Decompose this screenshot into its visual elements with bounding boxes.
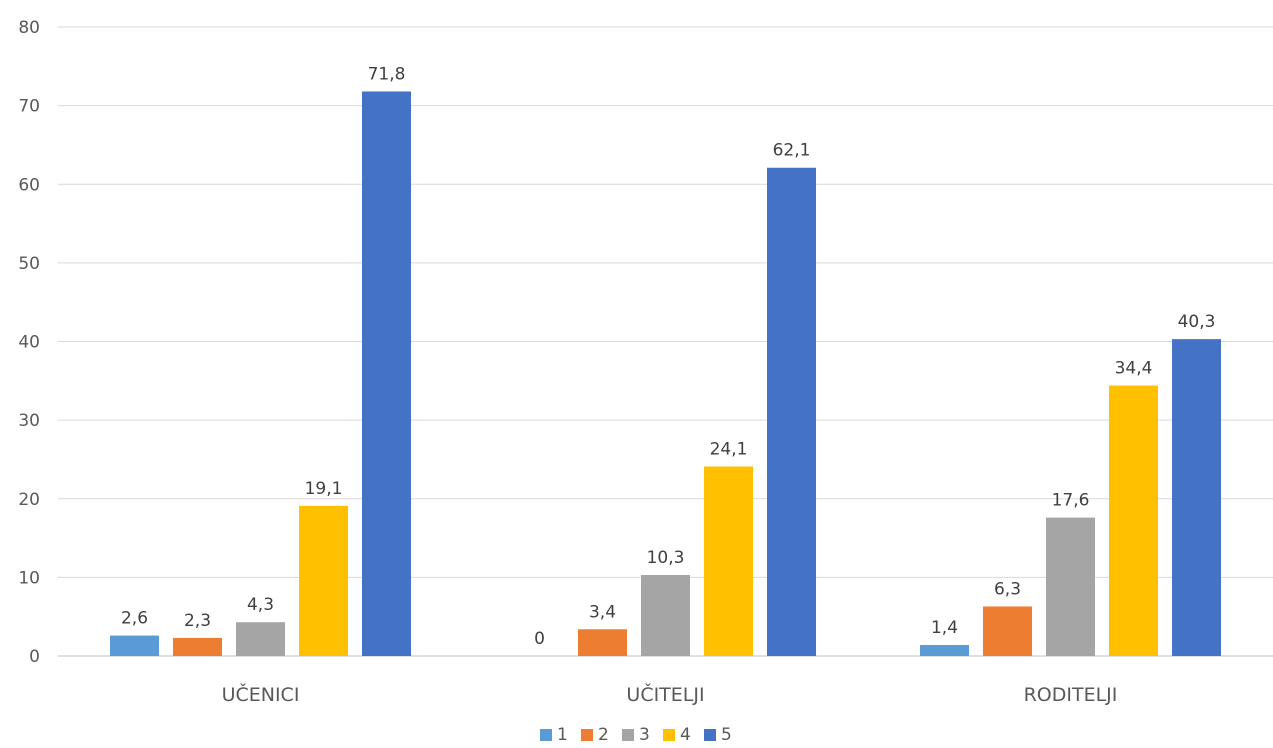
y-tick-label: 60 xyxy=(18,175,40,195)
data-label: 2,6 xyxy=(121,609,148,629)
data-label: 40,3 xyxy=(1178,312,1216,332)
legend-label: 4 xyxy=(680,725,691,745)
bar-1-0 xyxy=(110,635,159,656)
data-label: 6,3 xyxy=(994,579,1021,599)
y-tick-label: 30 xyxy=(18,411,40,431)
bar-4-2 xyxy=(1109,385,1158,656)
data-label: 17,6 xyxy=(1052,491,1090,511)
y-tick-label: 50 xyxy=(18,254,40,274)
data-label: 1,4 xyxy=(931,618,958,638)
data-label: 19,1 xyxy=(305,479,343,499)
category-label: UČITELJI xyxy=(626,682,704,706)
bar-2-2 xyxy=(983,606,1032,656)
legend: 1 2 3 4 5 xyxy=(540,725,732,745)
y-tick-label: 0 xyxy=(29,647,40,667)
bar-2-0 xyxy=(173,637,222,656)
x-axis-categories: UČENICI UČITELJI RODITELJI xyxy=(222,682,1118,706)
gridlines xyxy=(58,26,1273,657)
legend-label: 1 xyxy=(557,725,568,745)
bar-5-1 xyxy=(767,167,816,656)
bar-1-2 xyxy=(920,644,969,656)
legend-item: 1 xyxy=(540,725,568,745)
legend-item: 3 xyxy=(622,725,650,745)
data-label: 2,3 xyxy=(184,611,211,631)
legend-swatch xyxy=(540,729,552,741)
data-label: 34,4 xyxy=(1115,359,1153,379)
legend-item: 5 xyxy=(704,725,732,745)
bars xyxy=(110,91,1221,656)
y-axis-ticks: 0 10 20 30 40 50 60 70 80 xyxy=(18,18,40,667)
y-tick-label: 40 xyxy=(18,333,40,353)
bar-5-2 xyxy=(1172,339,1221,656)
legend-swatch xyxy=(622,729,634,741)
legend-label: 5 xyxy=(721,725,732,745)
bar-2-1 xyxy=(578,629,627,656)
bar-4-0 xyxy=(299,505,348,656)
legend-label: 2 xyxy=(598,725,609,745)
y-tick-label: 80 xyxy=(18,18,40,38)
data-label: 62,1 xyxy=(773,141,811,161)
data-labels: 2,6 2,3 4,3 19,1 71,8 0 3,4 10,3 24,1 62,1 1,4 6,3 1… xyxy=(121,64,1215,649)
bar-3-2 xyxy=(1046,517,1095,656)
data-label: 4,3 xyxy=(247,595,274,615)
legend-swatch xyxy=(704,729,716,741)
data-label: 24,1 xyxy=(710,440,748,460)
data-label: 3,4 xyxy=(589,602,616,622)
legend-label: 3 xyxy=(639,725,650,745)
y-tick-label: 70 xyxy=(18,97,40,117)
data-label: 10,3 xyxy=(647,548,685,568)
data-label: 0 xyxy=(534,629,545,649)
bar-5-0 xyxy=(362,91,411,656)
bar-3-1 xyxy=(641,575,690,656)
bar-3-0 xyxy=(236,622,285,656)
legend-item: 2 xyxy=(581,725,609,745)
category-label: RODITELJI xyxy=(1024,684,1118,706)
legend-swatch xyxy=(581,729,593,741)
category-label: UČENICI xyxy=(222,682,300,706)
legend-item: 4 xyxy=(663,725,691,745)
y-tick-label: 10 xyxy=(18,568,40,588)
y-tick-label: 20 xyxy=(18,490,40,510)
legend-swatch xyxy=(663,729,675,741)
bar-4-1 xyxy=(704,466,753,656)
data-label: 71,8 xyxy=(368,64,406,84)
